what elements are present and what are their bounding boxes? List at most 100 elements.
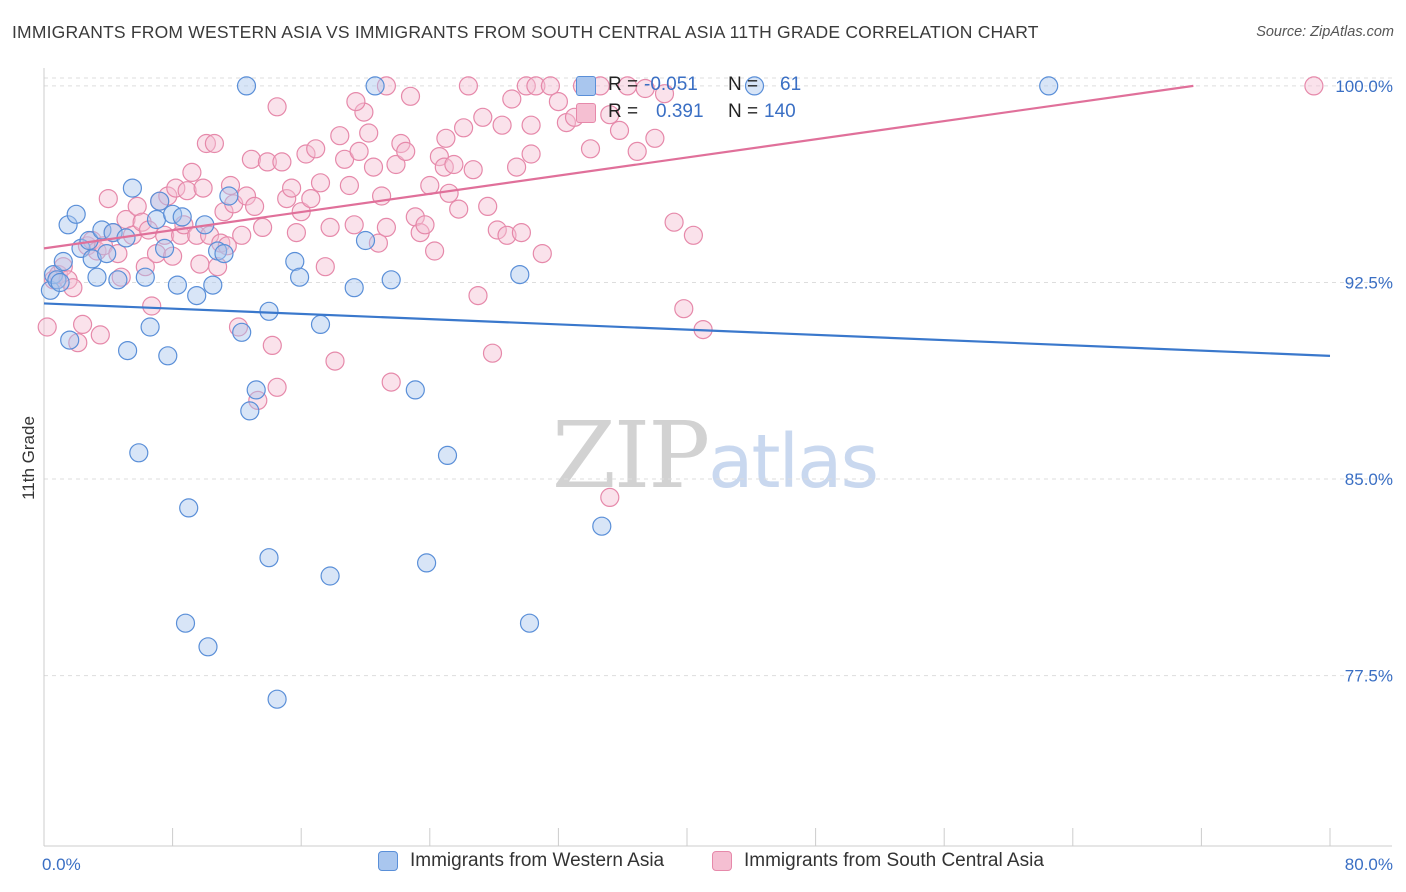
stats-n-value-blue: 61 (780, 74, 802, 95)
point-western-asia (150, 191, 170, 211)
trend-lines (43, 84, 1331, 357)
point-south-central-asia (310, 173, 331, 193)
stats-n-label-blue: N = (728, 74, 759, 95)
watermark-atlas: atlas (708, 419, 879, 505)
point-south-central-asia (37, 317, 57, 337)
point-western-asia (175, 613, 196, 633)
point-south-central-asia (301, 189, 321, 209)
stats-r-value-pink: 0.391 (656, 101, 704, 122)
point-western-asia (381, 270, 401, 290)
point-south-central-asia (245, 196, 265, 216)
point-south-central-asia (444, 154, 464, 175)
y-tick-label: 77.5% (1345, 667, 1393, 686)
point-western-asia (60, 330, 80, 350)
series-south-central-asia (37, 76, 1324, 507)
point-south-central-asia (200, 225, 220, 245)
legend-swatch-blue (378, 851, 398, 871)
x-tick-label-min: 0.0% (42, 855, 81, 874)
point-south-central-asia (163, 246, 183, 266)
point-south-central-asia (600, 105, 620, 125)
legend-item-south-central-asia[interactable]: Immigrants from South Central Asia (712, 850, 1044, 872)
stats-r-label-blue: R = (608, 74, 639, 95)
chart-title: IMMIGRANTS FROM WESTERN ASIA VS IMMIGRAN… (12, 22, 1039, 42)
point-western-asia (365, 76, 385, 96)
point-south-central-asia (627, 141, 647, 161)
point-south-central-asia (267, 97, 287, 117)
point-south-central-asia (272, 152, 292, 172)
point-western-asia (66, 204, 86, 224)
point-south-central-asia (600, 487, 620, 507)
point-western-asia (219, 186, 239, 206)
stats-box: R = -0.051 N = 61 R = 0.391 N = 140 (556, 70, 824, 130)
stats-swatch-pink (576, 103, 596, 123)
point-western-asia (43, 265, 64, 285)
stats-r-value-blue: -0.051 (644, 74, 698, 95)
point-south-central-asia (511, 223, 532, 243)
y-tick-label: 85.0% (1345, 470, 1393, 489)
point-south-central-asia (405, 207, 425, 227)
point-south-central-asia (609, 120, 630, 140)
point-south-central-asia (190, 254, 210, 274)
point-western-asia (198, 637, 218, 657)
point-western-asia (203, 275, 223, 295)
point-western-asia (290, 267, 310, 287)
point-south-central-asia (335, 149, 355, 169)
point-western-asia (117, 341, 138, 361)
stats-r-label-pink: R = (608, 101, 639, 122)
point-south-central-asia (526, 76, 546, 96)
point-western-asia (236, 76, 257, 96)
point-western-asia (240, 401, 260, 421)
point-western-asia (232, 322, 252, 342)
point-western-asia (135, 267, 155, 287)
point-south-central-asia (339, 175, 359, 196)
point-south-central-asia (439, 183, 459, 203)
point-south-central-asia (482, 343, 503, 363)
point-south-central-asia (429, 147, 449, 167)
stats-n-label-pink: N = (728, 101, 759, 122)
point-south-central-asia (214, 202, 234, 222)
point-south-central-asia (315, 257, 335, 277)
point-western-asia (246, 380, 266, 400)
point-south-central-asia (468, 286, 488, 306)
point-western-asia (53, 251, 73, 272)
point-south-central-asia (540, 76, 561, 96)
point-western-asia (344, 278, 364, 298)
point-western-asia (155, 238, 175, 258)
point-south-central-asia (420, 175, 440, 196)
point-western-asia (417, 553, 437, 573)
legend-swatch-pink (712, 851, 732, 871)
point-south-central-asia (306, 139, 326, 159)
point-south-central-asia (204, 133, 224, 154)
point-south-central-asia (363, 157, 384, 177)
stats-n-value-pink: 140 (764, 101, 796, 122)
trend-line-south-central-asia (43, 84, 1194, 250)
point-western-asia (92, 220, 112, 240)
point-south-central-asia (487, 220, 507, 240)
point-south-central-asia (376, 76, 396, 96)
point-south-central-asia (127, 196, 147, 216)
point-south-central-asia (532, 244, 552, 264)
point-western-asia (285, 251, 305, 272)
point-south-central-asia (320, 217, 340, 237)
point-south-central-asia (193, 178, 213, 198)
point-western-asia (355, 230, 376, 251)
point-south-central-asia (63, 278, 83, 298)
point-south-central-asia (683, 225, 704, 245)
point-south-central-asia (108, 244, 128, 264)
point-south-central-asia (346, 91, 366, 112)
point-western-asia (310, 314, 331, 334)
point-south-central-asia (386, 154, 406, 175)
point-western-asia (47, 270, 67, 290)
point-south-central-asia (257, 152, 277, 172)
axes (43, 68, 1392, 847)
point-south-central-asia (349, 141, 369, 161)
point-western-asia (437, 445, 458, 465)
legend-item-western-asia[interactable]: Immigrants from Western Asia (378, 850, 664, 872)
point-south-central-asia (502, 89, 522, 109)
point-south-central-asia (381, 372, 401, 392)
point-south-central-asia (492, 115, 512, 135)
point-south-central-asia (98, 189, 118, 209)
point-western-asia (187, 286, 207, 306)
point-south-central-asia (296, 144, 316, 164)
point-western-asia (158, 346, 178, 366)
